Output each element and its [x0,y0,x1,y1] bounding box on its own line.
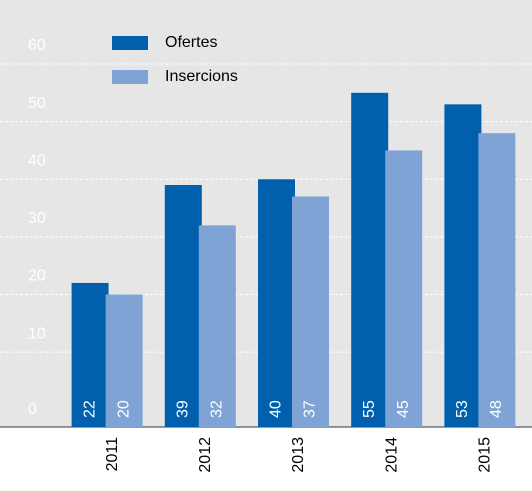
x-tick-label: 2011 [104,437,121,472]
bar [198,225,236,427]
bar [258,179,295,427]
y-tick-label: 30 [28,210,46,227]
value-label: 40 [268,400,285,418]
bar [478,133,516,427]
bar [444,104,482,427]
value-label: 22 [81,400,98,418]
legend-label: Insercions [165,68,238,85]
y-tick-label: 10 [28,325,46,342]
value-label: 39 [175,400,192,418]
value-label: 32 [209,400,226,418]
bar [164,185,202,427]
value-label: 37 [302,400,319,418]
y-tick-label: 50 [28,95,46,112]
y-tick-label: 20 [28,268,46,285]
legend-swatch [112,70,148,84]
x-tick-label: 2014 [383,437,400,473]
x-tick-label: 2012 [197,437,214,473]
y-tick-label: 40 [28,152,46,169]
legend-swatch [112,36,148,50]
value-label: 45 [395,400,412,418]
x-tick-label: 2015 [477,437,494,473]
value-label: 20 [115,400,132,418]
bar [105,294,143,427]
y-tick-label: 60 [28,37,46,54]
x-tick-label: 2013 [290,437,307,473]
y-tick-label: 0 [28,401,37,418]
bar [385,150,423,427]
value-label: 48 [488,400,505,418]
value-label: 53 [454,400,471,418]
bar [292,196,329,427]
value-label: 55 [361,400,378,418]
bar [71,282,109,427]
legend-label: Ofertes [165,34,217,51]
bar [351,92,389,428]
